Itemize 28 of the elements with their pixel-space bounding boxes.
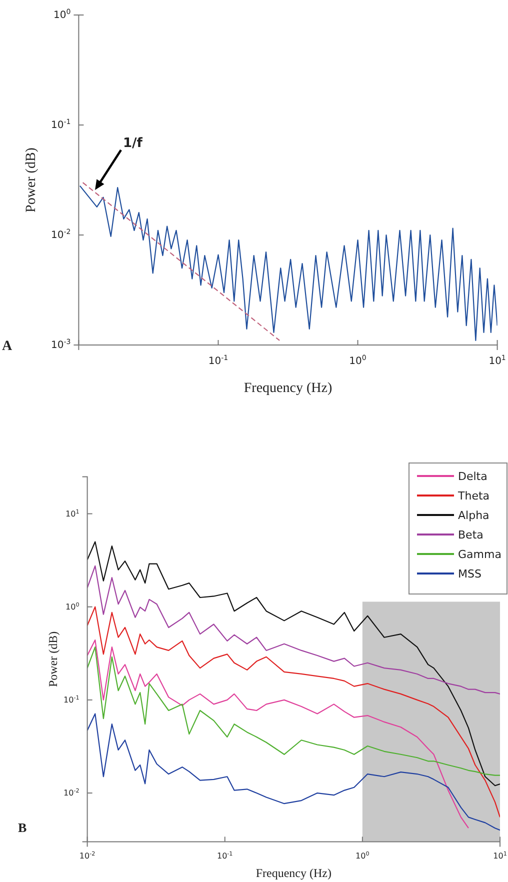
text: B — [18, 820, 27, 835]
y-tick-label: 10$^{1}$ — [66, 508, 80, 518]
x-tick-label: 10$^{0}$ — [356, 850, 370, 860]
x-axis-title: Frequency (Hz) — [244, 381, 332, 396]
x-tick-label: 10$^{1}$ — [488, 354, 506, 367]
legend-label: Theta — [457, 490, 490, 502]
legend-label: Alpha — [458, 509, 490, 522]
y-tick-label: 10$^{-1}$ — [50, 118, 71, 132]
y-axis-title: Power (dB) — [24, 147, 39, 212]
x-tick-label: 10$^{-1}$ — [208, 354, 228, 367]
y-axis-title: Power (dB) — [46, 631, 60, 688]
x-tick-label: 10$^{-1}$ — [216, 850, 234, 860]
x-tick-label: 10$^{-2}$ — [79, 850, 96, 860]
annotation: 1/f — [123, 136, 143, 151]
x-tick-label: 10$^{0}$ — [349, 354, 366, 367]
y-tick-label: 10$^{-2}$ — [64, 788, 80, 798]
legend-label: MSS — [458, 568, 482, 580]
legend-label: Beta — [458, 528, 484, 542]
y-tick-label: 10$^{-3}$ — [50, 338, 71, 352]
text: A — [2, 339, 13, 354]
x-axis-title: Frequency (Hz) — [256, 866, 332, 880]
legend-label: Delta — [458, 470, 488, 483]
y-tick-label: 10$^{0}$ — [66, 601, 80, 612]
y-tick-label: 10$^{0}$ — [53, 8, 71, 22]
legend-label: Gamma — [458, 548, 502, 561]
y-tick-label: 10$^{-1}$ — [64, 694, 80, 704]
x-tick-label: 10$^{1}$ — [493, 850, 508, 860]
y-tick-label: 10$^{-2}$ — [50, 228, 71, 242]
